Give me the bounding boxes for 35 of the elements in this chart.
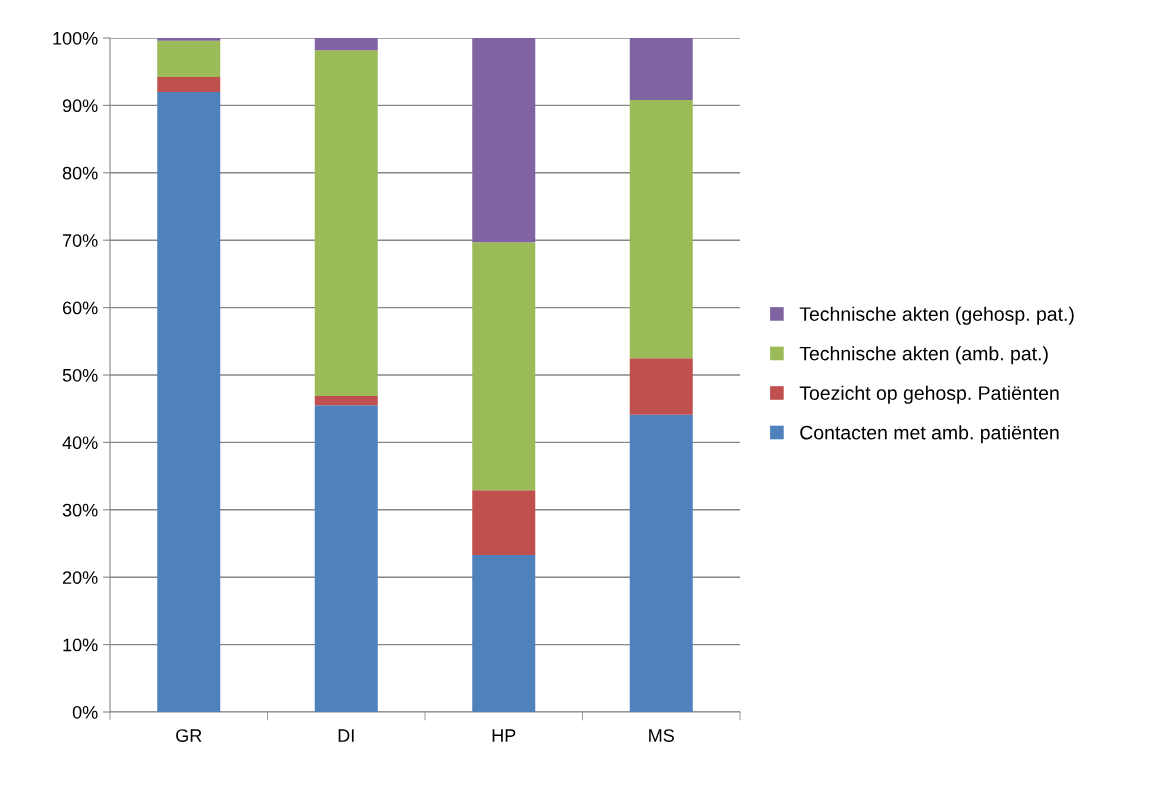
y-tick-label: 60% xyxy=(62,301,98,315)
y-tick-label: 100% xyxy=(53,31,98,45)
x-tick-label: GR xyxy=(176,729,202,742)
y-tick-label: 30% xyxy=(62,503,98,517)
y-tick-label: 50% xyxy=(62,368,98,382)
bar xyxy=(314,405,378,712)
y-tick-label: 20% xyxy=(62,571,98,584)
y-tick-label: 10% xyxy=(63,638,98,652)
bar xyxy=(629,358,693,415)
legend-label: Technische akten (amb. pat.) xyxy=(799,346,1048,365)
legend-label: Contacten met amb. patiënten xyxy=(800,425,1059,444)
x-tick-label: MS xyxy=(649,729,674,742)
bar xyxy=(472,38,536,243)
bar xyxy=(629,100,693,359)
bar xyxy=(629,38,693,101)
bar xyxy=(314,395,378,406)
bar xyxy=(314,38,378,51)
y-tick-label: 0% xyxy=(72,705,98,719)
x-tick-label: DI xyxy=(338,729,354,742)
bar xyxy=(314,50,378,396)
bar xyxy=(157,40,221,78)
bar xyxy=(157,77,221,92)
y-tick-label: 40% xyxy=(62,436,98,450)
bar xyxy=(157,38,221,41)
y-tick-label: 90% xyxy=(62,99,98,113)
bar xyxy=(472,242,536,491)
bar xyxy=(629,414,693,712)
bar xyxy=(157,91,221,712)
bar xyxy=(472,554,536,712)
bar xyxy=(472,490,536,555)
x-tick-label: HP xyxy=(492,729,516,742)
y-tick-label: 70% xyxy=(62,234,98,247)
legend-label: Toezicht op gehosp. Patiënten xyxy=(799,385,1059,404)
legend-label: Technische akten (gehosp. pat.) xyxy=(799,306,1074,325)
y-tick-label: 80% xyxy=(62,166,98,180)
